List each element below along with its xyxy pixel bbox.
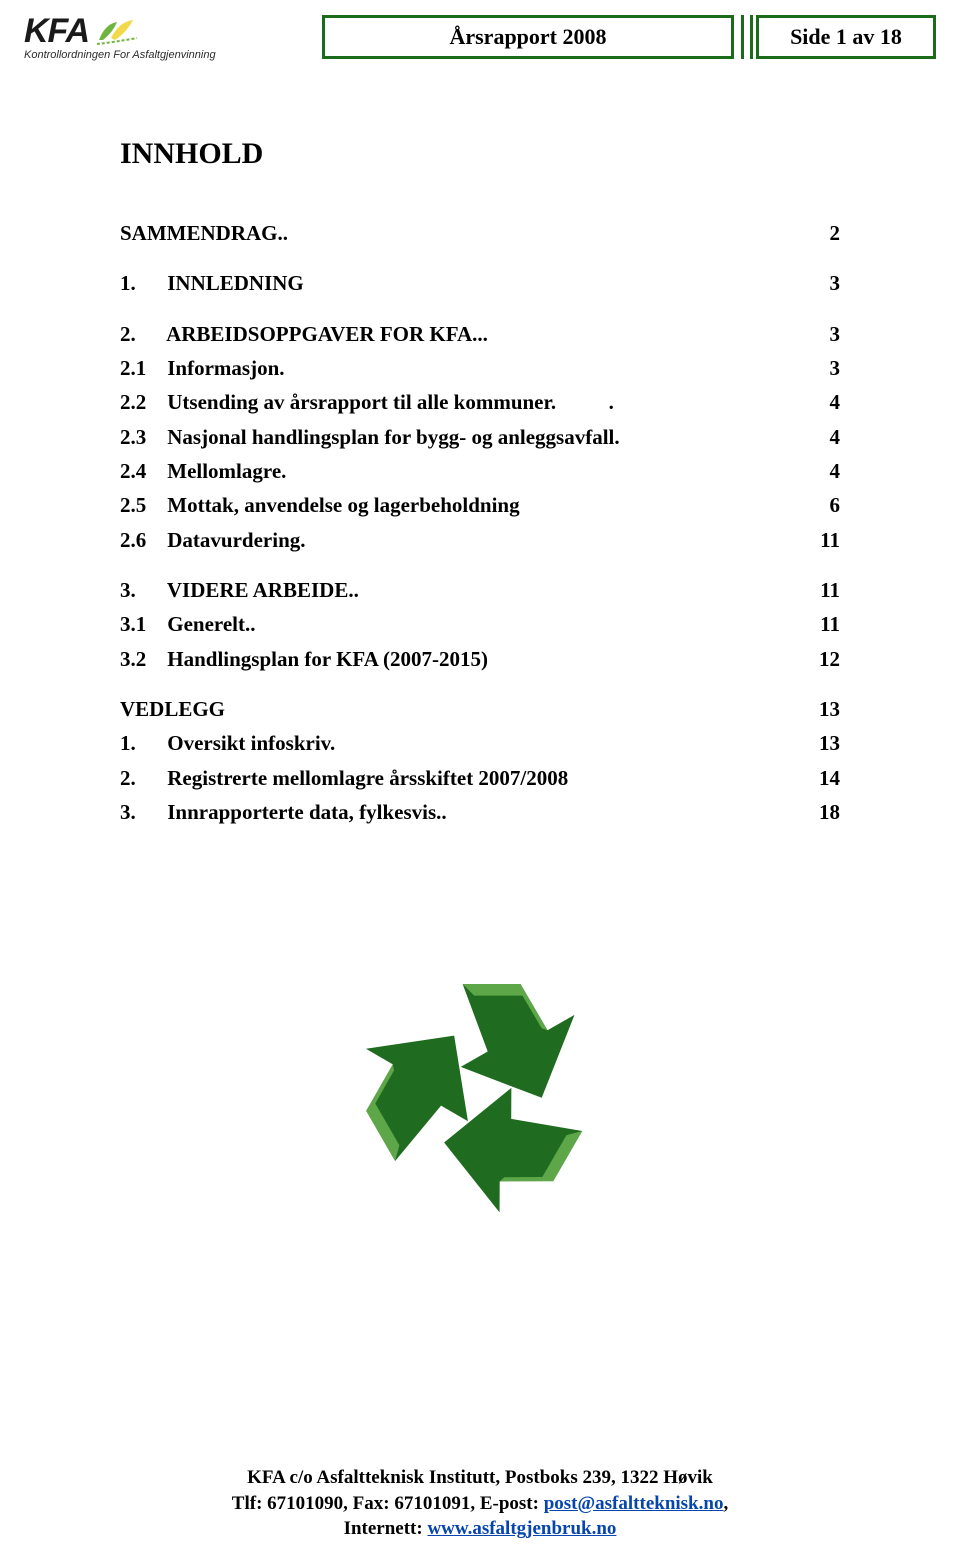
footer-contact: Tlf: 67101090, Fax: 67101091, E-post: po… — [0, 1491, 960, 1517]
toc-page: 11 — [798, 526, 840, 554]
toc-row: 3. VIDERE ARBEIDE.. 11 — [120, 576, 840, 604]
toc-page: 14 — [798, 764, 840, 792]
page-indicator-box: Side 1 av 18 — [756, 15, 936, 59]
table-of-contents: SAMMENDRAG..21. INNLEDNING32. ARBEIDSOPP… — [120, 219, 840, 827]
toc-label: 2.6 Datavurdering. — [120, 526, 306, 554]
header-title-boxes: Årsrapport 2008 Side 1 av 18 — [322, 15, 936, 59]
toc-row: 2.4 Mellomlagre. 4 — [120, 457, 840, 485]
toc-page: 4 — [798, 423, 840, 451]
toc-page: 11 — [798, 610, 840, 638]
toc-row: 2. ARBEIDSOPPGAVER FOR KFA... 3 — [120, 320, 840, 348]
logo: KFA Kontrollordningen For Asfaltgjenvinn… — [24, 12, 304, 61]
header-divider — [750, 15, 753, 59]
toc-page: 3 — [798, 354, 840, 382]
report-title: Årsrapport 2008 — [449, 24, 606, 50]
toc-row: 2.2 Utsending av årsrapport til alle kom… — [120, 388, 840, 416]
toc-row: 3. Innrapporterte data, fylkesvis.. 18 — [120, 798, 840, 826]
report-title-box: Årsrapport 2008 — [322, 15, 734, 59]
toc-row: SAMMENDRAG.. 2 — [120, 219, 840, 247]
toc-page: 6 — [798, 491, 840, 519]
toc-page: 11 — [798, 576, 840, 604]
toc-label: 3. VIDERE ARBEIDE.. — [120, 576, 359, 604]
footer-phone-fax: Tlf: 67101090, Fax: 67101091, E-post: — [232, 1493, 544, 1514]
toc-label: 3.1 Generelt.. — [120, 610, 256, 638]
toc-row: 2.6 Datavurdering. 11 — [120, 526, 840, 554]
logo-subtitle: Kontrollordningen For Asfaltgjenvinning — [24, 49, 304, 61]
page-indicator: Side 1 av 18 — [790, 24, 902, 50]
footer-comma: , — [723, 1493, 728, 1514]
toc-row: 3.1 Generelt.. 11 — [120, 610, 840, 638]
toc-page: 4 — [798, 457, 840, 485]
toc-label: VEDLEGG — [120, 695, 225, 723]
recycle-icon — [345, 957, 615, 1227]
footer-url-link[interactable]: www.asfaltgjenbruk.no — [427, 1518, 616, 1539]
page-content: INNHOLD SAMMENDRAG..21. INNLEDNING32. AR… — [0, 69, 960, 1227]
toc-row: 3.2 Handlingsplan for KFA (2007-2015) 12 — [120, 645, 840, 673]
toc-row: 1. INNLEDNING 3 — [120, 269, 840, 297]
footer-internet-label: Internett: — [344, 1518, 428, 1539]
toc-label: 2. ARBEIDSOPPGAVER FOR KFA... — [120, 320, 488, 348]
toc-label: 2. Registrerte mellomlagre årsskiftet 20… — [120, 764, 568, 792]
toc-label: 2.1 Informasjon. — [120, 354, 285, 382]
logo-text: KFA — [24, 12, 89, 51]
toc-row: 2. Registrerte mellomlagre årsskiftet 20… — [120, 764, 840, 792]
toc-row: VEDLEGG 13 — [120, 695, 840, 723]
footer-email-link[interactable]: post@asfaltteknisk.no — [544, 1493, 724, 1514]
footer-address: KFA c/o Asfaltteknisk Institutt, Postbok… — [0, 1465, 960, 1491]
document-header: KFA Kontrollordningen For Asfaltgjenvinn… — [0, 0, 960, 69]
toc-page: 13 — [798, 695, 840, 723]
leaf-icon — [95, 18, 139, 46]
recycle-graphic-wrap — [120, 957, 840, 1227]
toc-row: 2.3 Nasjonal handlingsplan for bygg- og … — [120, 423, 840, 451]
toc-page: 18 — [798, 798, 840, 826]
toc-label: 3. Innrapporterte data, fylkesvis.. — [120, 798, 447, 826]
toc-page: 2 — [798, 219, 840, 247]
toc-row: 1. Oversikt infoskriv. 13 — [120, 729, 840, 757]
toc-page: 3 — [798, 269, 840, 297]
toc-label: 1. INNLEDNING — [120, 269, 304, 297]
toc-label: SAMMENDRAG.. — [120, 219, 288, 247]
toc-page: 4 — [798, 388, 840, 416]
footer-web: Internett: www.asfaltgjenbruk.no — [0, 1516, 960, 1542]
toc-label: 2.2 Utsending av årsrapport til alle kom… — [120, 388, 614, 416]
toc-row: 2.5 Mottak, anvendelse og lagerbeholdnin… — [120, 491, 840, 519]
toc-label: 2.4 Mellomlagre. — [120, 457, 286, 485]
toc-page: 3 — [798, 320, 840, 348]
toc-label: 1. Oversikt infoskriv. — [120, 729, 335, 757]
toc-label: 2.3 Nasjonal handlingsplan for bygg- og … — [120, 423, 620, 451]
page-title: INNHOLD — [120, 137, 840, 171]
toc-row: 2.1 Informasjon. 3 — [120, 354, 840, 382]
toc-label: 3.2 Handlingsplan for KFA (2007-2015) — [120, 645, 488, 673]
toc-page: 13 — [798, 729, 840, 757]
toc-page: 12 — [798, 645, 840, 673]
toc-label: 2.5 Mottak, anvendelse og lagerbeholdnin… — [120, 491, 520, 519]
document-footer: KFA c/o Asfaltteknisk Institutt, Postbok… — [0, 1465, 960, 1542]
header-divider — [741, 15, 744, 59]
